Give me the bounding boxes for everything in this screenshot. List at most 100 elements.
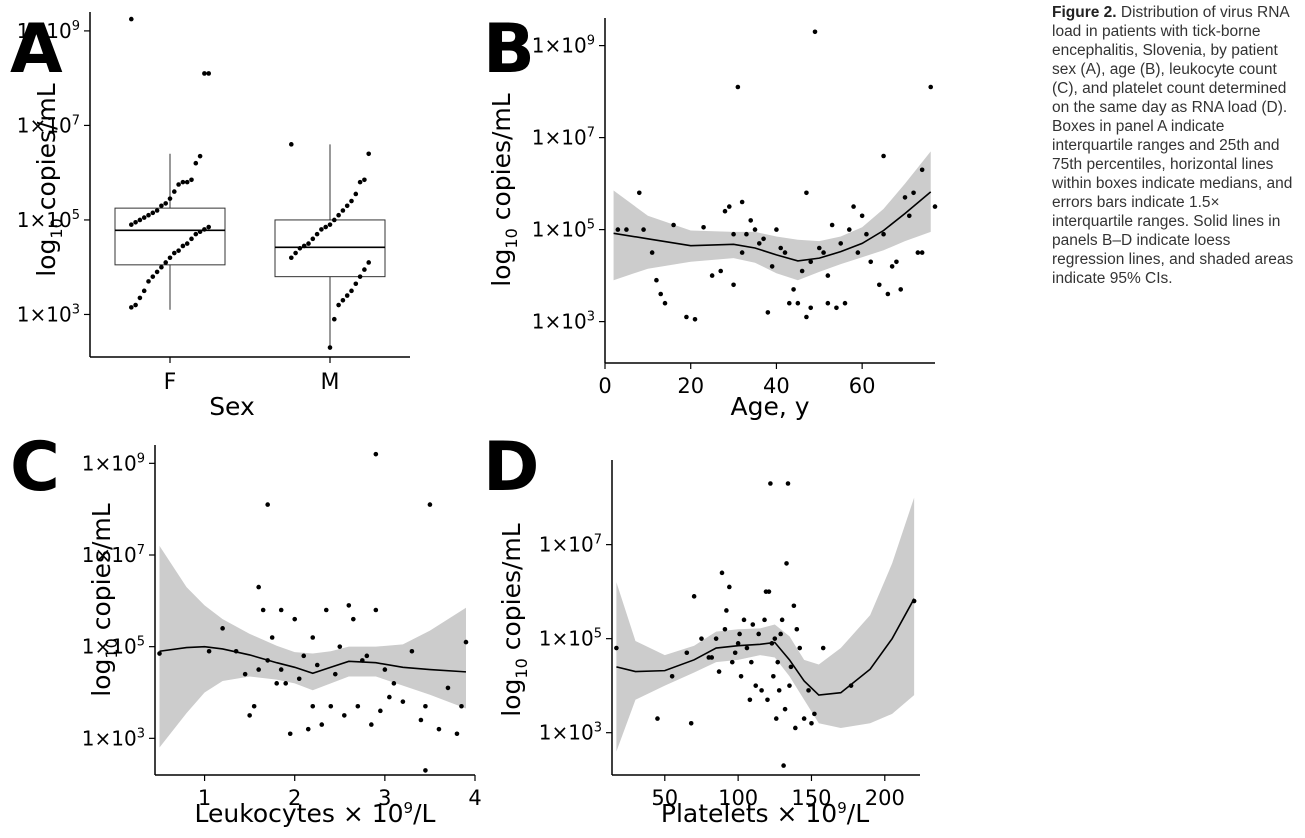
data-point [655, 716, 660, 721]
data-point [774, 227, 779, 232]
data-point [838, 241, 844, 246]
data-point [932, 204, 938, 209]
data-point [382, 667, 388, 672]
data-point [400, 699, 406, 704]
data-point [355, 703, 361, 709]
data-point [911, 598, 917, 604]
data-point [351, 616, 356, 622]
data-point [327, 345, 333, 350]
panel-letter: D [483, 428, 539, 507]
x-tick-label: 100 [718, 786, 758, 810]
data-point [423, 703, 428, 709]
data-point [340, 297, 346, 303]
data-point [881, 231, 886, 237]
data-point [688, 720, 694, 726]
data-point [799, 268, 805, 274]
data-point [868, 259, 874, 265]
data-point [184, 241, 190, 246]
data-point [928, 84, 934, 90]
data-point [766, 589, 772, 594]
y-tick-label: 1×107 [17, 113, 80, 137]
data-point [851, 204, 856, 209]
data-point [732, 650, 738, 656]
data-point [915, 250, 921, 255]
data-point [671, 222, 676, 228]
data-point [289, 255, 294, 261]
data-point [346, 603, 352, 608]
loess-line [613, 191, 932, 262]
data-point [624, 227, 629, 232]
data-point [772, 636, 778, 641]
box-iqr [114, 207, 226, 266]
data-point [771, 673, 776, 679]
data-point [323, 607, 329, 613]
data-point [242, 671, 248, 677]
data-point [202, 227, 207, 232]
y-tick-label: 1×103 [82, 726, 145, 750]
data-point [773, 716, 779, 721]
data-point [726, 204, 732, 209]
data-point [278, 607, 284, 613]
x-tick-label: M [321, 370, 340, 395]
data-point [129, 16, 134, 22]
data-point [314, 662, 320, 668]
data-point [709, 273, 715, 278]
data-point [296, 676, 302, 682]
y-tick-label: 1×109 [17, 19, 80, 43]
panel-d: D 50 100 150 200 1×103 1×105 1×107 log10 copies/… [483, 428, 920, 828]
data-point [876, 282, 882, 288]
data-point [794, 626, 800, 632]
data-point [692, 317, 698, 322]
data-point [821, 250, 826, 255]
data-point [344, 293, 350, 298]
y-axis-label: log10 copies/mL [487, 93, 521, 286]
ci-band [613, 151, 931, 281]
data-point [176, 182, 181, 187]
data-point [753, 683, 759, 688]
y-axis-label: log10 copies/mL [87, 503, 121, 696]
data-point [129, 222, 134, 227]
data-point [795, 300, 801, 306]
data-point [737, 631, 742, 637]
data-point [881, 153, 886, 159]
data-point [197, 153, 203, 159]
panel-letter: B [483, 10, 535, 89]
data-point [301, 243, 307, 249]
data-point [762, 617, 767, 623]
data-point [724, 608, 729, 613]
data-point [662, 300, 668, 306]
data-point [812, 711, 817, 717]
x-tick-label: 150 [791, 786, 831, 810]
data-point [684, 650, 690, 656]
y-tick-label: 1×107 [539, 533, 602, 557]
data-point [744, 645, 750, 651]
x-tick-label: 3 [378, 786, 391, 810]
data-point [423, 768, 428, 773]
data-point [761, 236, 766, 242]
data-point [150, 274, 156, 279]
x-tick-label: 200 [865, 786, 905, 810]
data-point [373, 607, 379, 613]
panel-b: B 0 20 40 60 1×103 1×105 1×107 1×109 log10 copies… [483, 10, 938, 421]
data-point [808, 259, 814, 265]
data-point [804, 190, 809, 196]
data-point [454, 731, 460, 737]
data-point [820, 645, 826, 651]
data-point [801, 716, 807, 721]
data-point [301, 653, 307, 659]
data-point [146, 279, 151, 284]
data-point [735, 641, 741, 646]
data-point [163, 201, 168, 206]
data-point [305, 726, 311, 732]
data-point [306, 241, 311, 246]
data-point [328, 703, 334, 709]
caption-label: Figure 2. [1052, 4, 1117, 21]
data-point [172, 189, 177, 194]
data-point [809, 720, 814, 726]
data-point [778, 631, 783, 637]
x-tick-label: 40 [763, 374, 790, 398]
data-point [247, 713, 252, 718]
x-axis-label: Age, y [730, 392, 809, 421]
data-point [337, 644, 343, 649]
data-point [825, 273, 831, 278]
